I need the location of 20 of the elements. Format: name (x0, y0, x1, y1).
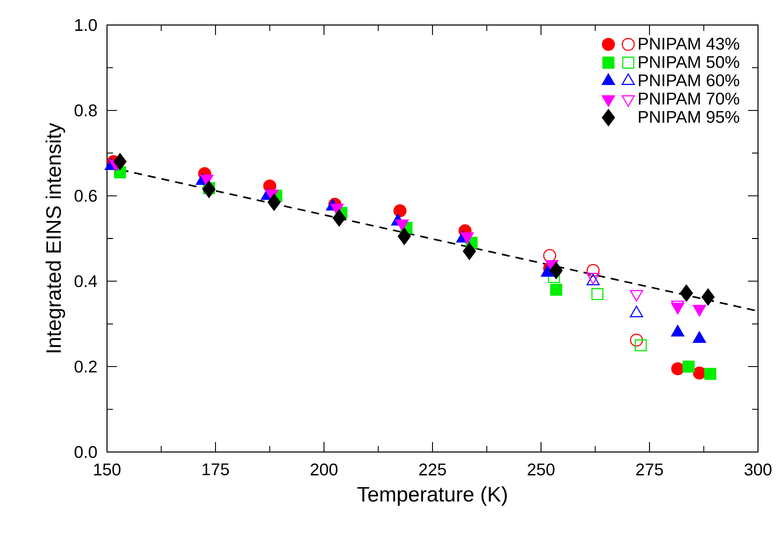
x-tick-label: 175 (202, 463, 229, 476)
x-axis-title: Temperature (K) (357, 486, 507, 506)
x-tick-label: 250 (528, 463, 554, 476)
y-tick-label: 0.6 (74, 190, 97, 202)
x-tick-label: 300 (744, 463, 772, 476)
x-tick-label: 200 (310, 463, 338, 476)
y-tick-label: 0.4 (74, 275, 98, 288)
y-tick-label: 0.0 (74, 446, 97, 458)
legend-label: PNIPAM 95% (638, 110, 740, 123)
y-tick-label: 0.8 (74, 104, 97, 116)
x-tick-label: 225 (419, 463, 446, 476)
legend-label: PNIPAM 43% (638, 38, 740, 50)
x-tick-label: 275 (636, 463, 663, 476)
y-tick-label: 1.0 (75, 18, 97, 31)
y-tick-label: 0.2 (74, 360, 97, 373)
legend-label: PNIPAM 70% (638, 92, 740, 105)
x-tick-label: 150 (94, 463, 120, 476)
legend-label: PNIPAM 50% (638, 56, 740, 68)
y-axis-title: Integrated EINS intensity (46, 122, 66, 352)
legend-label: PNIPAM 60% (638, 74, 740, 86)
